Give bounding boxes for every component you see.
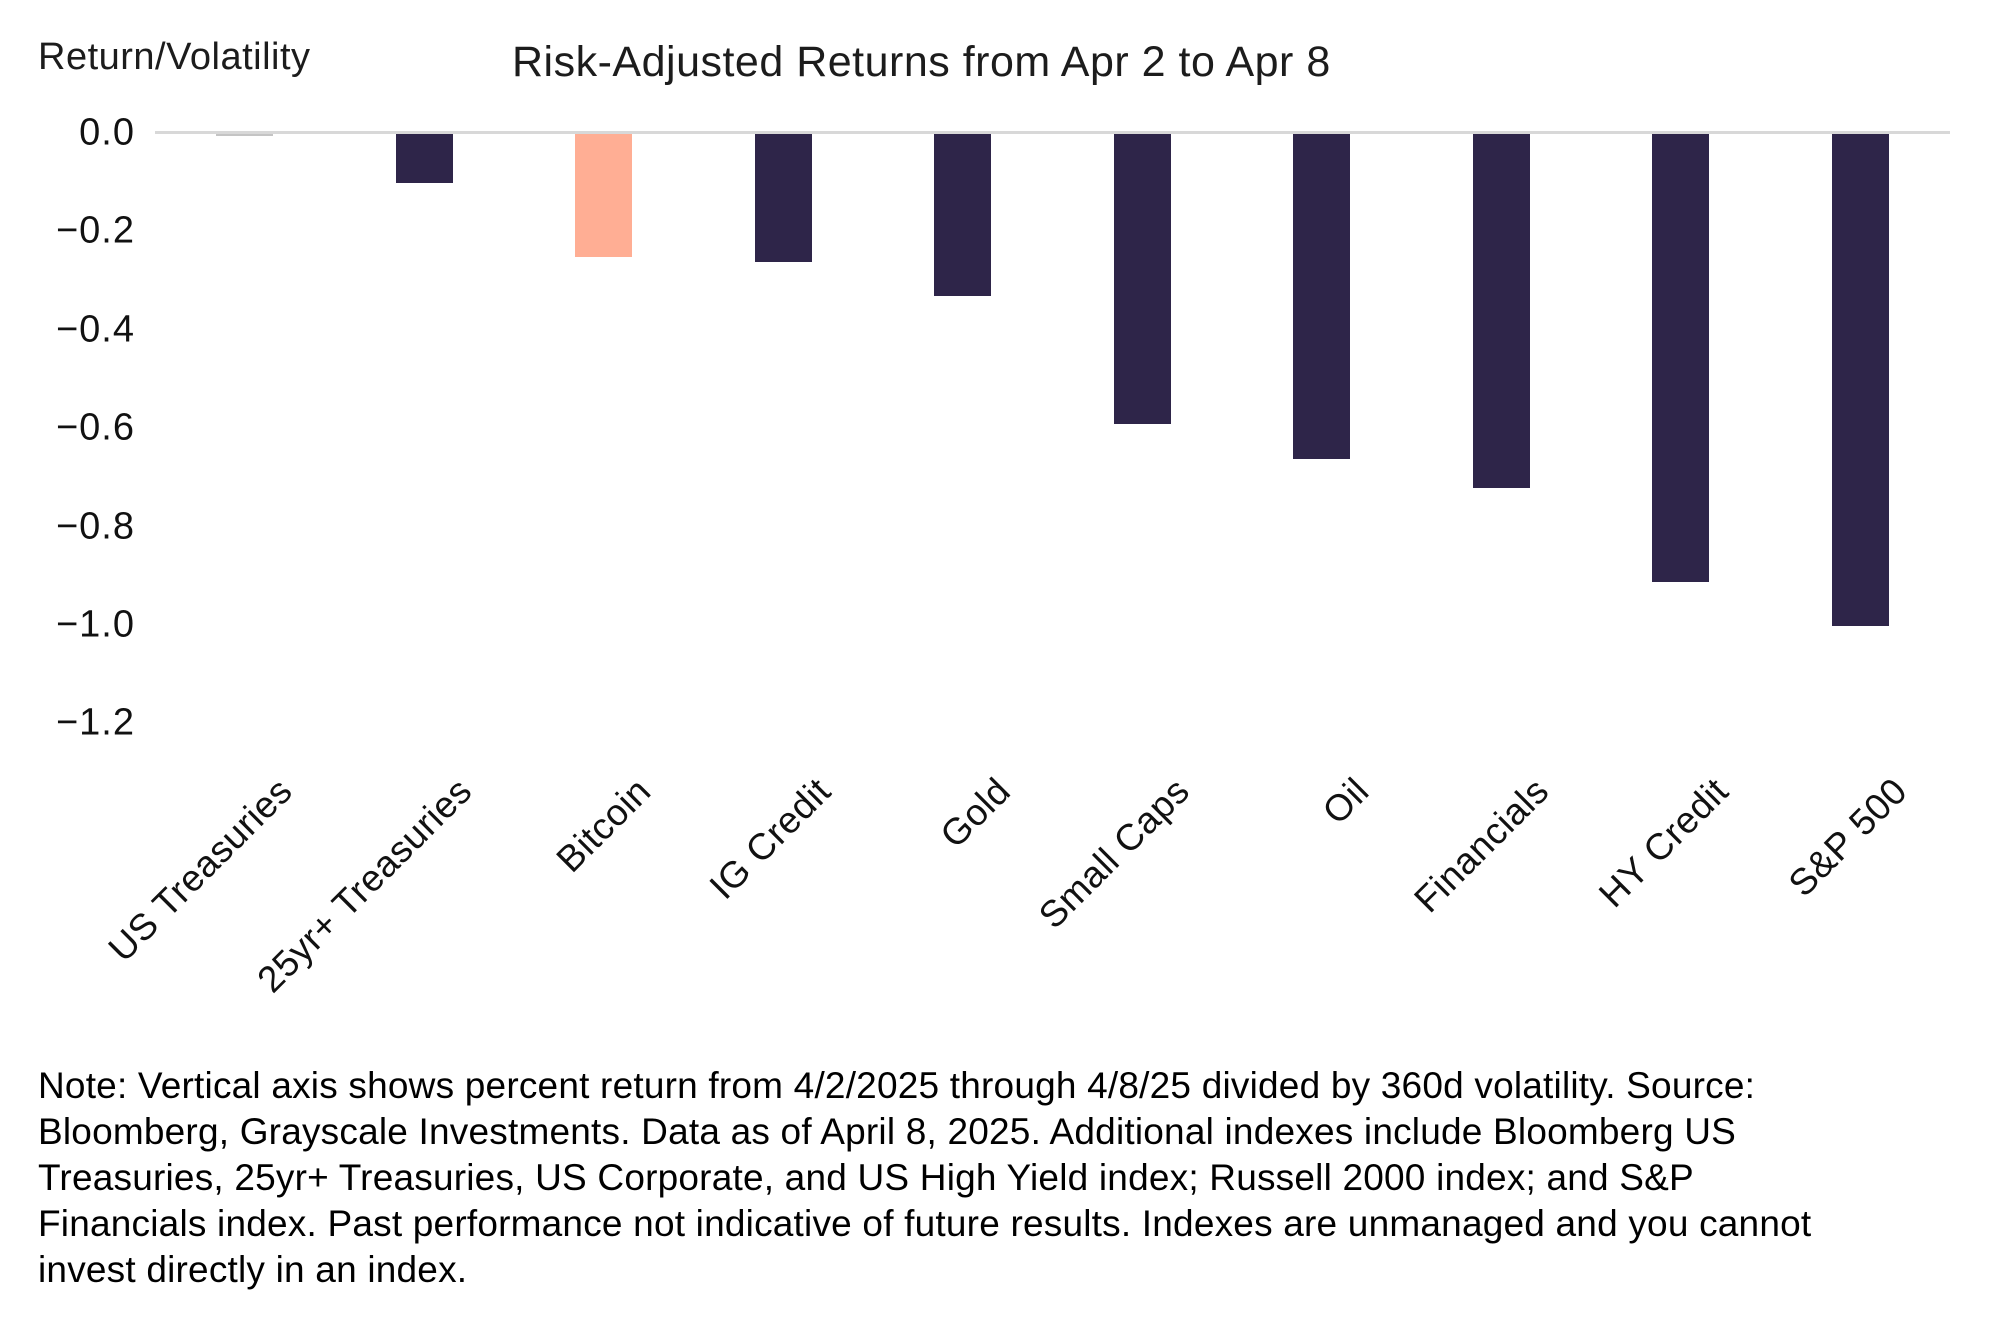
bar-financials	[1472, 134, 1530, 488]
bar-gold	[934, 134, 992, 296]
footnote: Note: Vertical axis shows percent return…	[38, 1063, 1811, 1293]
zero-axis-line	[155, 131, 1950, 134]
bar-s-p-500	[1831, 134, 1889, 626]
y-tick-1: −1.0	[55, 603, 135, 646]
footnote-line: Note: Vertical axis shows percent return…	[38, 1065, 1756, 1106]
y-tick-0-6: −0.6	[55, 406, 135, 449]
x-label-ig-credit: IG Credit	[701, 770, 839, 907]
x-label-small-caps: Small Caps	[1030, 770, 1198, 937]
y-tick-0-4: −0.4	[55, 308, 135, 351]
footnote-line: invest directly in an index.	[38, 1249, 468, 1290]
bar-25yr-treasuries	[395, 134, 453, 183]
x-label-s-p-500: S&P 500	[1780, 770, 1916, 905]
y-tick-0-2: −0.2	[55, 210, 135, 253]
x-label-financials: Financials	[1405, 770, 1557, 921]
footnote-line: Financials index. Past performance not i…	[38, 1203, 1812, 1244]
bar-us-treasuries	[216, 134, 274, 136]
y-tick-0: 0.0	[79, 111, 135, 154]
footnote-line: Bloomberg, Grayscale Investments. Data a…	[38, 1111, 1737, 1152]
bar-ig-credit	[754, 134, 812, 262]
y-axis-title: Return/Volatility	[38, 36, 311, 78]
x-label-hy-credit: HY Credit	[1590, 770, 1736, 916]
x-label-oil: Oil	[1314, 770, 1377, 833]
footnote-line: Treasuries, 25yr+ Treasuries, US Corpora…	[38, 1157, 1694, 1198]
bar-oil	[1293, 134, 1351, 459]
chart-title: Risk-Adjusted Returns from Apr 2 to Apr …	[512, 38, 1331, 86]
y-tick-0-8: −0.8	[55, 505, 135, 548]
bar-bitcoin	[575, 134, 633, 257]
bar-hy-credit	[1652, 134, 1710, 582]
x-label-us-treasuries: US Treasuries	[100, 770, 300, 970]
bar-small-caps	[1113, 134, 1171, 424]
x-label-gold: Gold	[932, 770, 1018, 856]
x-label-bitcoin: Bitcoin	[548, 770, 659, 880]
plot-area	[155, 131, 1950, 726]
y-tick-1-2: −1.2	[55, 702, 135, 745]
